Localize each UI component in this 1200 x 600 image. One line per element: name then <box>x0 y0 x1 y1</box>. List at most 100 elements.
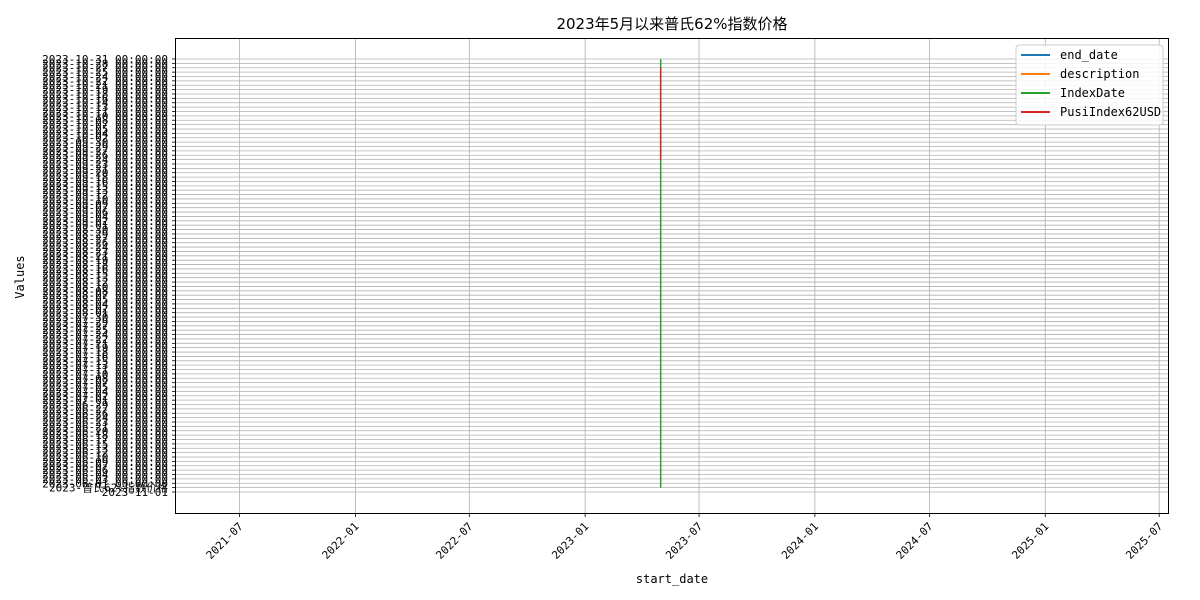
y-tick-label: 2023-08-21 00:00:00 <box>42 250 168 263</box>
y-tick-label: 2023-09-18 00:00:00 <box>42 171 168 184</box>
y-tick-label: 2023-06-27 00:00:00 <box>42 403 168 416</box>
y-tick-label: 2023-07-24 00:00:00 <box>42 329 168 342</box>
y-tick-label: 2023-06-29 00:00:00 <box>42 399 168 412</box>
y-tick-label: 2023-07-11 00:00:00 <box>42 364 168 377</box>
y-tick-label: 2023-09-06 00:00:00 <box>42 206 168 219</box>
y-tick-label: 2023-06-20 00:00:00 <box>42 425 168 438</box>
legend-label: PusiIndex62USD <box>1060 105 1161 119</box>
y-tick-label: 2023-07-07 00:00:00 <box>42 377 168 390</box>
x-axis-label: start_date <box>636 572 708 586</box>
y-tick-label: 2023-10-14 00:00:00 <box>42 97 168 110</box>
y-tick-label: 2023-07-01 00:00:00 <box>42 394 168 407</box>
y-tick-label: 2023-08-05 00:00:00 <box>42 294 168 307</box>
y-tick-label: 2023-10-31 00:00:00 <box>42 53 168 66</box>
y-tick-label: 2023-07-25 00:00:00 <box>42 324 168 337</box>
y-tick-label: 2023-09-26 00:00:00 <box>42 149 168 162</box>
y-tick-label: 2023-普氏62%指数价格 <box>49 481 168 495</box>
y-tick-label: 2023-06-09 00:00:00 <box>42 455 168 468</box>
y-tick-label: 2023-09-09 00:00:00 <box>42 197 168 210</box>
y-tick-label: 2023-07-04 00:00:00 <box>42 385 168 398</box>
y-tick-label: 2023-08-02 00:00:00 <box>42 302 168 315</box>
y-tick-label: 2023-10-19 00:00:00 <box>42 84 168 97</box>
y-tick-label: 2023-07-08 00:00:00 <box>42 372 168 385</box>
chart-title: 2023年5月以来普氏62%指数价格 <box>556 15 787 33</box>
y-tick-label: 2023-09-20 00:00:00 <box>42 167 168 180</box>
y-tick-label: 2023-10-16 00:00:00 <box>42 92 168 105</box>
y-tick-label: 2023-08-16 00:00:00 <box>42 263 168 276</box>
y-tick-label: 2023-06-18 00:00:00 <box>42 429 168 442</box>
y-tick-label: 2023-08-19 00:00:00 <box>42 254 168 267</box>
y-tick-label: 2023-09-13 00:00:00 <box>42 184 168 197</box>
y-tick-label: 2023-06-17 00:00:00 <box>42 434 168 447</box>
y-tick-label: 2023-07-13 00:00:00 <box>42 359 168 372</box>
y-tick-label: 2023-08-30 00:00:00 <box>42 224 168 237</box>
y-tick-label: 2023-06-01 00:00:00 <box>42 477 168 490</box>
y-tick-label: 2023-09-30 00:00:00 <box>42 136 168 149</box>
y-tick-label: 2023-07-19 00:00:00 <box>42 342 168 355</box>
y-tick-label: 2023-10-27 00:00:00 <box>42 62 168 75</box>
y-tick-label: 2023-07-22 00:00:00 <box>42 333 168 346</box>
y-tick-label: 2023-09-04 00:00:00 <box>42 210 168 223</box>
y-axis-label: Values <box>13 255 27 298</box>
y-tick-label: 2023-07-18 00:00:00 <box>42 346 168 359</box>
legend-label: IndexDate <box>1060 86 1125 100</box>
y-tick-label: 2023-07-16 00:00:00 <box>42 350 168 363</box>
y-tick-label: 2023-08-04 00:00:00 <box>42 298 168 311</box>
y-tick-label: 2023-08-01 00:00:00 <box>42 307 168 320</box>
y-tick-label: 2023-09-10 00:00:00 <box>42 193 168 206</box>
y-tick-label: 2023-08-26 00:00:00 <box>42 237 168 250</box>
y-tick-label: 2023-06-10 00:00:00 <box>42 451 168 464</box>
y-tick-label: 2023-08-10 00:00:00 <box>42 280 168 293</box>
y-tick-label: 2023-08-15 00:00:00 <box>42 267 168 280</box>
y-tick-label: 2023-09-12 00:00:00 <box>42 189 168 202</box>
y-tick-label: 2023-08-27 00:00:00 <box>42 232 168 245</box>
y-tick-label: 2023-08-12 00:00:00 <box>42 276 168 289</box>
y-tick-label: 2023-07-15 00:00:00 <box>42 355 168 368</box>
y-tick-label: 2023-10-04 00:00:00 <box>42 127 168 140</box>
y-tick-label: 2023-06-21 00:00:00 <box>42 420 168 433</box>
plot-area-frame <box>175 38 1169 514</box>
y-tick-label: 2023-08-29 00:00:00 <box>42 228 168 241</box>
y-tick-label: 2023-07-10 00:00:00 <box>42 368 168 381</box>
y-tick-label: 2023-08-18 00:00:00 <box>42 259 168 272</box>
y-tick-label: 2023-07-21 00:00:00 <box>42 337 168 350</box>
y-tick-label: 2023-08-13 00:00:00 <box>42 272 168 285</box>
y-tick-label: 2023-10-02 00:00:00 <box>42 132 168 145</box>
y-tick-label: 2023-08-24 00:00:00 <box>42 241 168 254</box>
y-tick-label: 2023-10-18 00:00:00 <box>42 88 168 101</box>
y-tick-label: 2023-10-05 00:00:00 <box>42 123 168 136</box>
y-tick-label: 2023-09-21 00:00:00 <box>42 162 168 175</box>
y-tick-label: 2023-06-03 00:00:00 <box>42 473 168 486</box>
y-tick-label: 2023-06-13 00:00:00 <box>42 442 168 455</box>
y-tick-label: 2023-08-08 00:00:00 <box>42 285 168 298</box>
y-tick-label: 2023-07-30 00:00:00 <box>42 311 168 324</box>
y-tick-label: 2023-10-21 00:00:00 <box>42 79 168 92</box>
y-tick-label: 2023-06-07 00:00:00 <box>42 460 168 473</box>
y-tick-label: 2023-09-24 00:00:00 <box>42 154 168 167</box>
y-tick-label: 2023-06-12 00:00:00 <box>42 447 168 460</box>
grid <box>176 39 1168 513</box>
y-tick-label: 2023-10-25 00:00:00 <box>42 66 168 79</box>
y-tick-label: 2023-08-23 00:00:00 <box>42 245 168 258</box>
y-tick-label: 2023-07-29 00:00:00 <box>42 315 168 328</box>
y-tick-label: 2023-10-13 00:00:00 <box>42 101 168 114</box>
y-tick-label: 2023-10-08 00:00:00 <box>42 114 168 127</box>
y-tick-label: 2023-09-01 00:00:00 <box>42 219 168 232</box>
y-tick-label: 2023-07-02 00:00:00 <box>42 390 168 403</box>
y-tick-label: 2023-06-06 00:00:00 <box>42 464 168 477</box>
y-tick-label: 2023-09-23 00:00:00 <box>42 158 168 171</box>
y-tick-label: 2023-09-02 00:00:00 <box>42 215 168 228</box>
y-tick-label: 2023-08-07 00:00:00 <box>42 289 168 302</box>
y-tick-label: 2023-06-26 00:00:00 <box>42 407 168 420</box>
y-tick-label: 2023-09-16 00:00:00 <box>42 175 168 188</box>
y-tick-label: 2023-06-23 00:00:00 <box>42 416 168 429</box>
legend-box <box>1015 44 1164 126</box>
y-tick-label: 2023-10-07 00:00:00 <box>42 119 168 132</box>
y-tick-label: 2023-06-15 00:00:00 <box>42 438 168 451</box>
y-tick-label: 2023-09-27 00:00:00 <box>42 145 168 158</box>
y-tick-label: 2023-10-22 00:00:00 <box>42 75 168 88</box>
y-tick-label: 2023-10-10 00:00:00 <box>42 110 168 123</box>
legend: end_date description IndexDate PusiIndex62U… <box>1015 44 1164 126</box>
